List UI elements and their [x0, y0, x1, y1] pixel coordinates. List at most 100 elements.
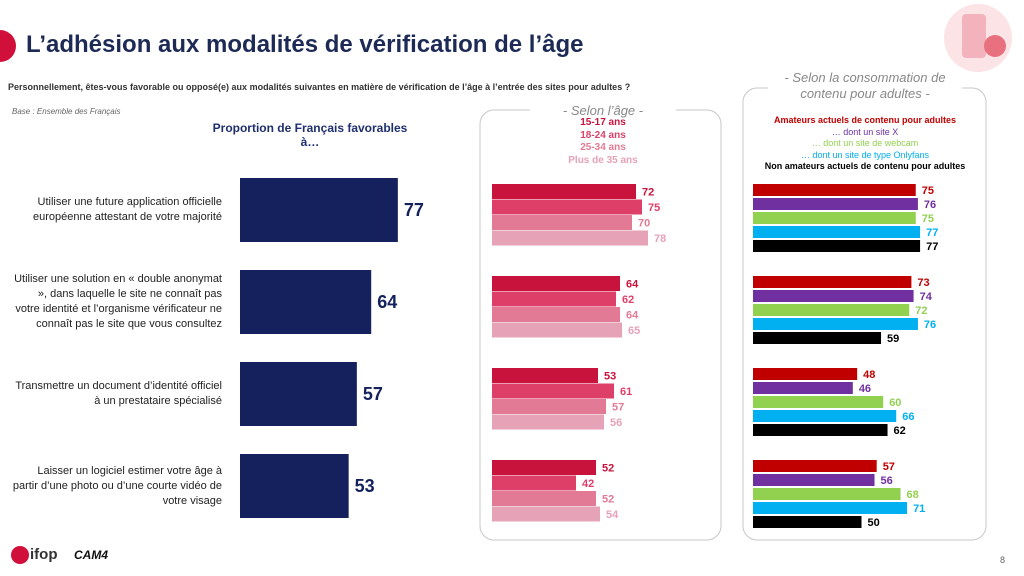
- bar: [492, 230, 648, 246]
- bar: [492, 276, 620, 291]
- value-label: 57: [612, 401, 624, 413]
- value-label: 48: [863, 369, 875, 381]
- bar: [240, 270, 372, 334]
- bar: [753, 474, 875, 486]
- value-label: 50: [868, 517, 880, 529]
- title-accent: [0, 30, 16, 62]
- value-label: 76: [924, 319, 936, 331]
- legend-entry: 15-17 ans: [580, 117, 626, 128]
- bar: [753, 304, 910, 316]
- value-label: 70: [638, 217, 650, 229]
- bar: [492, 491, 596, 506]
- page-number: 8: [1000, 555, 1006, 565]
- legend-entry: Amateurs actuels de contenu pour adultes: [773, 115, 957, 125]
- bar: [753, 396, 884, 408]
- category-text: Utiliser une solution en « double anonym…: [14, 273, 222, 330]
- bar: [492, 184, 636, 199]
- bar: [240, 362, 357, 426]
- value-label: 46: [859, 383, 871, 395]
- bar: [753, 368, 858, 380]
- value-label: 74: [920, 291, 933, 303]
- value-label: 56: [881, 475, 893, 487]
- illustration-phone: [962, 14, 986, 58]
- category-text: Utiliser une future application officiel…: [33, 196, 222, 223]
- legend-entry: … dont un site de type Onlyfans: [800, 149, 930, 160]
- bar: [240, 454, 349, 518]
- chart-title: - Selon la consommation de contenu pour …: [768, 70, 962, 102]
- bar: [492, 291, 616, 307]
- bar: [753, 516, 862, 528]
- value-label: 71: [913, 503, 925, 515]
- value-label: 72: [915, 305, 927, 317]
- bar: [753, 276, 912, 288]
- legend-entry: 18-24 ans: [580, 129, 626, 141]
- bar: [753, 488, 901, 500]
- value-label: 56: [610, 417, 622, 429]
- value-label: 75: [922, 185, 934, 197]
- bar: [492, 215, 632, 230]
- legend-entry: Plus de 35 ans: [568, 154, 638, 166]
- base-note: Base : Ensemble des Français: [12, 107, 121, 116]
- value-label: 78: [654, 233, 666, 245]
- bar: [492, 506, 600, 522]
- value-label: 60: [889, 397, 901, 409]
- value-label: 52: [602, 493, 614, 505]
- legend-entry: 25-34 ans: [580, 142, 626, 153]
- value-label: 66: [902, 411, 914, 423]
- value-label: 75: [648, 202, 660, 214]
- bar: [492, 414, 604, 430]
- value-label: 64: [626, 278, 639, 290]
- value-label: 72: [642, 186, 654, 198]
- bar: [240, 178, 398, 242]
- chart-title: Proportion de Français favorables à…: [212, 121, 408, 149]
- value-label: 77: [926, 241, 938, 253]
- value-label: 62: [894, 425, 906, 437]
- value-label: 53: [355, 476, 375, 496]
- bar: [753, 332, 882, 344]
- chart-title: - Selon l’âge -: [530, 103, 676, 118]
- legend-entry: … dont un site X: [831, 126, 899, 137]
- bar: [753, 424, 888, 436]
- question: Personnellement, êtes-vous favorable ou …: [8, 82, 631, 92]
- bar: [753, 318, 918, 330]
- bar: [492, 199, 642, 215]
- category-text: Laisser un logiciel estimer votre âge à …: [12, 464, 222, 507]
- value-label: 77: [404, 200, 424, 220]
- bar: [753, 240, 921, 252]
- value-label: 57: [883, 461, 895, 473]
- value-label: 64: [626, 309, 639, 321]
- category-label: Utiliser une solution en « double anonym…: [12, 256, 222, 348]
- cam4-logo: CAM4: [74, 548, 109, 562]
- category-label: Utiliser une future application officiel…: [12, 164, 222, 256]
- bar: [753, 382, 853, 394]
- value-label: 68: [907, 489, 919, 501]
- bar: [753, 212, 916, 224]
- value-label: 65: [628, 325, 640, 337]
- bar: [753, 184, 916, 196]
- bar: [492, 460, 596, 475]
- value-label: 61: [620, 386, 632, 398]
- legend-entry: Non amateurs actuels de contenu pour adu…: [764, 161, 966, 171]
- bar: [753, 198, 918, 210]
- bar: [753, 290, 914, 302]
- value-label: 77: [926, 227, 938, 239]
- value-label: 42: [582, 478, 594, 490]
- value-label: 62: [622, 294, 634, 306]
- bar: [492, 399, 606, 414]
- value-label: 53: [604, 370, 616, 382]
- value-label: 59: [887, 333, 899, 345]
- ifop-logo: ifop: [30, 546, 58, 563]
- bar: [753, 410, 897, 422]
- illustration-shield: [984, 35, 1006, 57]
- legend-entry: … dont un site de webcam: [811, 138, 919, 148]
- value-label: 64: [377, 292, 397, 312]
- bar: [753, 226, 921, 238]
- bar: [492, 368, 598, 383]
- category-text: Transmettre un document d’identité offic…: [15, 380, 222, 407]
- value-label: 52: [602, 462, 614, 474]
- value-label: 75: [922, 213, 934, 225]
- bar: [753, 502, 908, 514]
- bar: [492, 383, 614, 399]
- value-label: 76: [924, 199, 936, 211]
